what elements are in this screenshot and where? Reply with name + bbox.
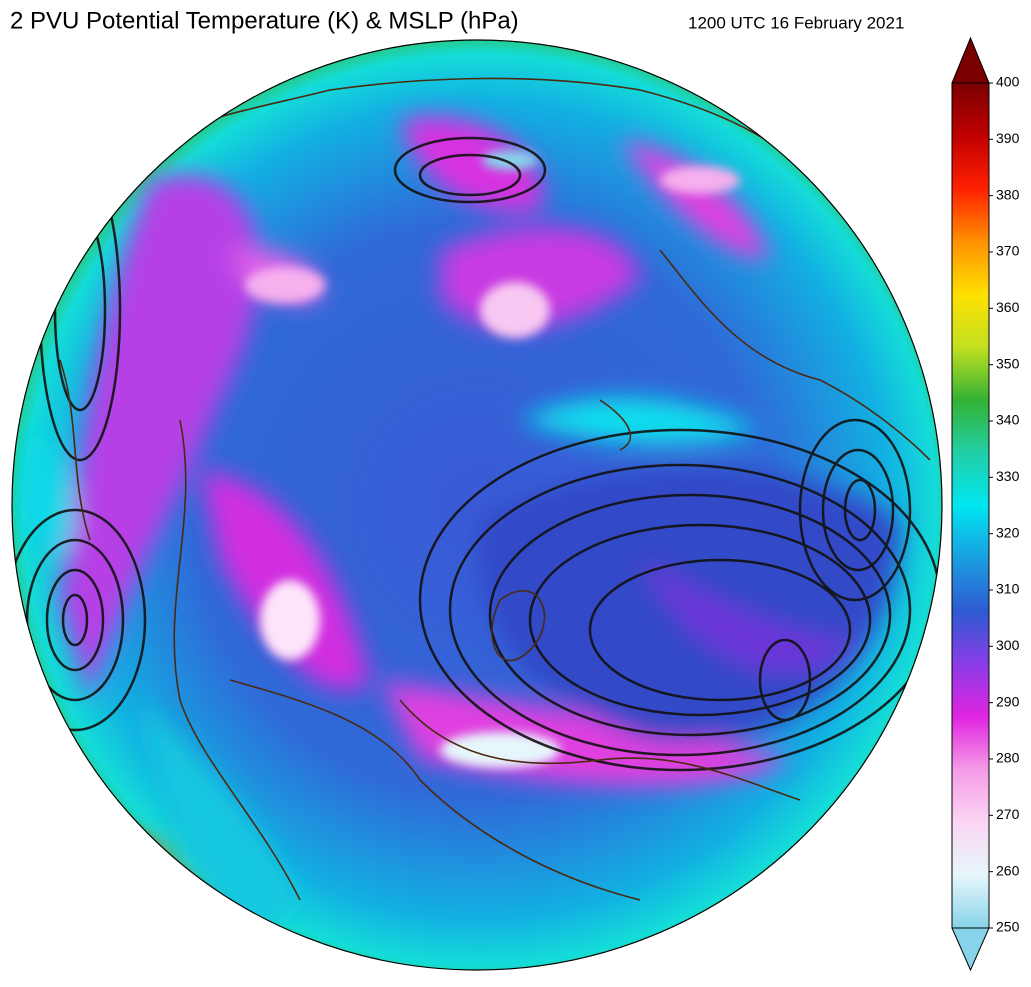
colorbar-tick-label: 330 [996, 468, 1020, 484]
colorbar-extend-high [951, 36, 990, 84]
title: 2 PVU Potential Temperature (K) & MSLP (… [10, 7, 519, 34]
colorbar-tick-label: 260 [996, 862, 1020, 878]
colorbar-extend-low [951, 927, 990, 972]
colorbar-tick-label: 320 [996, 524, 1020, 540]
colorbar-tick-label: 300 [996, 637, 1020, 653]
colorbar-tick-label: 280 [996, 750, 1020, 766]
colorbar-tick-label: 250 [996, 919, 1020, 935]
globe [12, 40, 942, 970]
timestamp: 1200 UTC 16 February 2021 [688, 13, 904, 32]
colorbar-tick-label: 270 [996, 806, 1020, 822]
colorbar-tick-label: 370 [996, 243, 1020, 259]
colorbar-body [951, 82, 990, 929]
colorbar-tick-label: 400 [996, 74, 1020, 90]
colorbar-tick-label: 360 [996, 299, 1020, 315]
colorbar-tick-label: 350 [996, 355, 1020, 371]
colorbar-tick-label: 340 [996, 412, 1020, 428]
colorbar-tick-label: 290 [996, 693, 1020, 709]
colorbar: 250 260 270 280 290 300 310 320 330 340 350 360 370 3… [951, 36, 1020, 972]
colorbar-tick-label: 380 [996, 186, 1020, 202]
colorbar-tick-label: 390 [996, 130, 1020, 146]
colorbar-tick-label: 310 [996, 581, 1020, 597]
globe-outline [11, 39, 943, 971]
